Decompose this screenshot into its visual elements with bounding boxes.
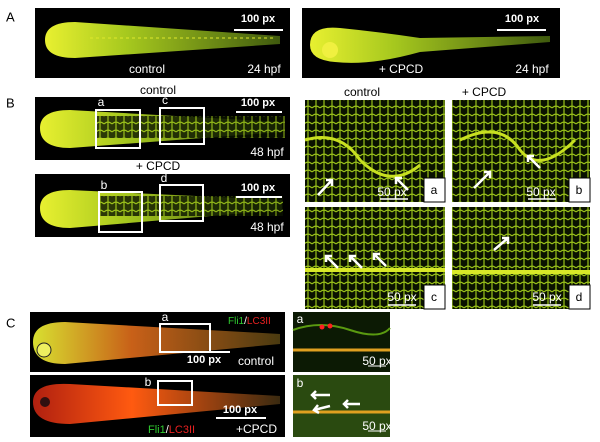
zoom-label: b [576, 183, 583, 197]
zoom-label: c [431, 290, 437, 304]
roi-box [98, 191, 143, 233]
scale-label: 100 px [241, 182, 276, 194]
scale-label: 50 px [387, 290, 416, 304]
scale-label: 100 px [187, 354, 222, 366]
roi-label: a [162, 310, 169, 324]
roi-label: c [162, 93, 168, 107]
scale-label: 50 px [362, 354, 391, 368]
zoom-image [305, 207, 446, 310]
roi-box [159, 184, 204, 222]
image [35, 8, 290, 78]
scale-label: 50 px [377, 185, 406, 199]
image [30, 312, 285, 372]
zoom-label: a [297, 312, 304, 326]
panel-label: B [6, 95, 15, 110]
scale-label: 100 px [223, 404, 258, 416]
scale-label: 50 px [526, 185, 555, 199]
zoom-label: b [297, 376, 304, 390]
zoom-image [304, 100, 446, 203]
stage: 24 hpf [247, 62, 281, 76]
scale-label: 50 px [362, 419, 391, 433]
column-header: + CPCD [462, 85, 507, 99]
condition: control [129, 62, 165, 76]
scale-label: 100 px [241, 97, 276, 109]
scale-label: 100 px [241, 13, 276, 25]
image-title: control [140, 83, 176, 97]
zoom-image [452, 207, 591, 310]
stage: 48 hpf [250, 220, 284, 234]
zoom-image [293, 375, 390, 437]
stage: 48 hpf [250, 145, 284, 159]
condition: control [238, 354, 274, 368]
zoom-image [292, 312, 391, 372]
image-title: + CPCD [136, 159, 181, 173]
panel-label: C [6, 315, 15, 330]
condition: +CPCD [236, 422, 277, 436]
marker-label: Fli1/LC3II [148, 424, 195, 436]
roi-label: b [145, 375, 152, 389]
condition: + CPCD [379, 62, 424, 76]
zoom-image [452, 100, 591, 203]
marker-label: Fli1/LC3II [228, 316, 271, 327]
roi-box [159, 107, 205, 145]
roi-label: b [101, 178, 108, 192]
stage: 24 hpf [515, 62, 549, 76]
roi-box [95, 109, 141, 149]
scale-label: 50 px [532, 290, 561, 304]
roi-box [157, 380, 193, 406]
image [302, 8, 560, 78]
column-header: control [344, 85, 380, 99]
roi-label: a [98, 95, 105, 109]
roi-label: d [161, 171, 168, 185]
panel-label: A [6, 9, 15, 24]
zoom-label: d [576, 290, 583, 304]
scale-label: 100 px [505, 13, 540, 25]
zoom-label: a [431, 183, 438, 197]
